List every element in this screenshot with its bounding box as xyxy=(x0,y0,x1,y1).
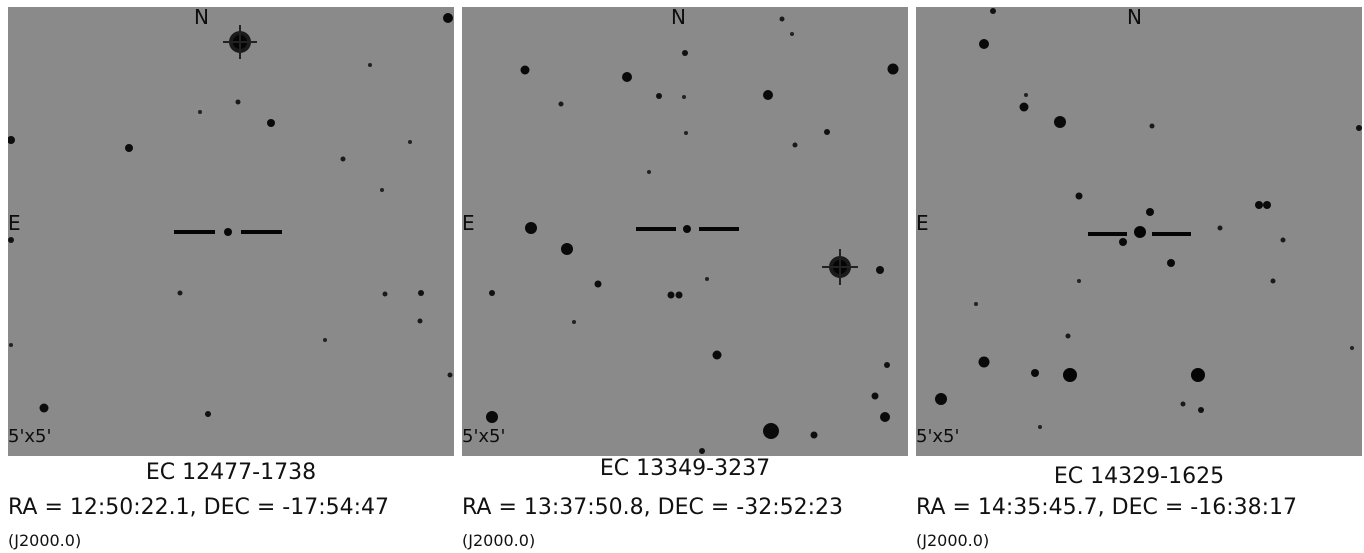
finding-chart-panel-3: N E 5'x5' EC 14329-1625 RA = 14:35:45.7,… xyxy=(916,0,1362,553)
sky-image-2 xyxy=(462,7,908,456)
east-label: E xyxy=(8,211,21,235)
epoch-label: (J2000.0) xyxy=(916,531,990,550)
sky-image-3 xyxy=(916,7,1362,456)
object-coordinates: RA = 14:35:45.7, DEC = -16:38:17 xyxy=(916,495,1298,520)
finding-chart-panel-2: N E 5'x5' EC 13349-3237 RA = 13:37:50.8,… xyxy=(462,0,908,553)
north-label: N xyxy=(194,5,209,29)
star-field-1 xyxy=(8,13,453,417)
epoch-label: (J2000.0) xyxy=(462,531,536,550)
object-name: EC 14329-1625 xyxy=(1053,464,1225,489)
object-coordinates: RA = 13:37:50.8, DEC = -32:52:23 xyxy=(462,495,844,520)
star-field-3 xyxy=(935,8,1362,429)
epoch-label: (J2000.0) xyxy=(8,531,82,550)
sky-image-1 xyxy=(8,7,454,456)
object-name: EC 12477-1738 xyxy=(145,460,317,485)
star-field-2 xyxy=(486,16,899,454)
finding-chart-panel-1: N E 5'x5' EC 12477-1738 RA = 12:50:22.1,… xyxy=(8,0,454,553)
field-size-label: 5'x5' xyxy=(916,426,960,447)
object-name: EC 13349-3237 xyxy=(599,456,771,481)
east-label: E xyxy=(462,211,475,235)
field-size-label: 5'x5' xyxy=(8,426,52,447)
north-label: N xyxy=(1127,5,1142,29)
field-size-label: 5'x5' xyxy=(462,426,506,447)
north-label: N xyxy=(671,5,686,29)
object-coordinates: RA = 12:50:22.1, DEC = -17:54:47 xyxy=(8,495,390,520)
east-label: E xyxy=(916,211,929,235)
